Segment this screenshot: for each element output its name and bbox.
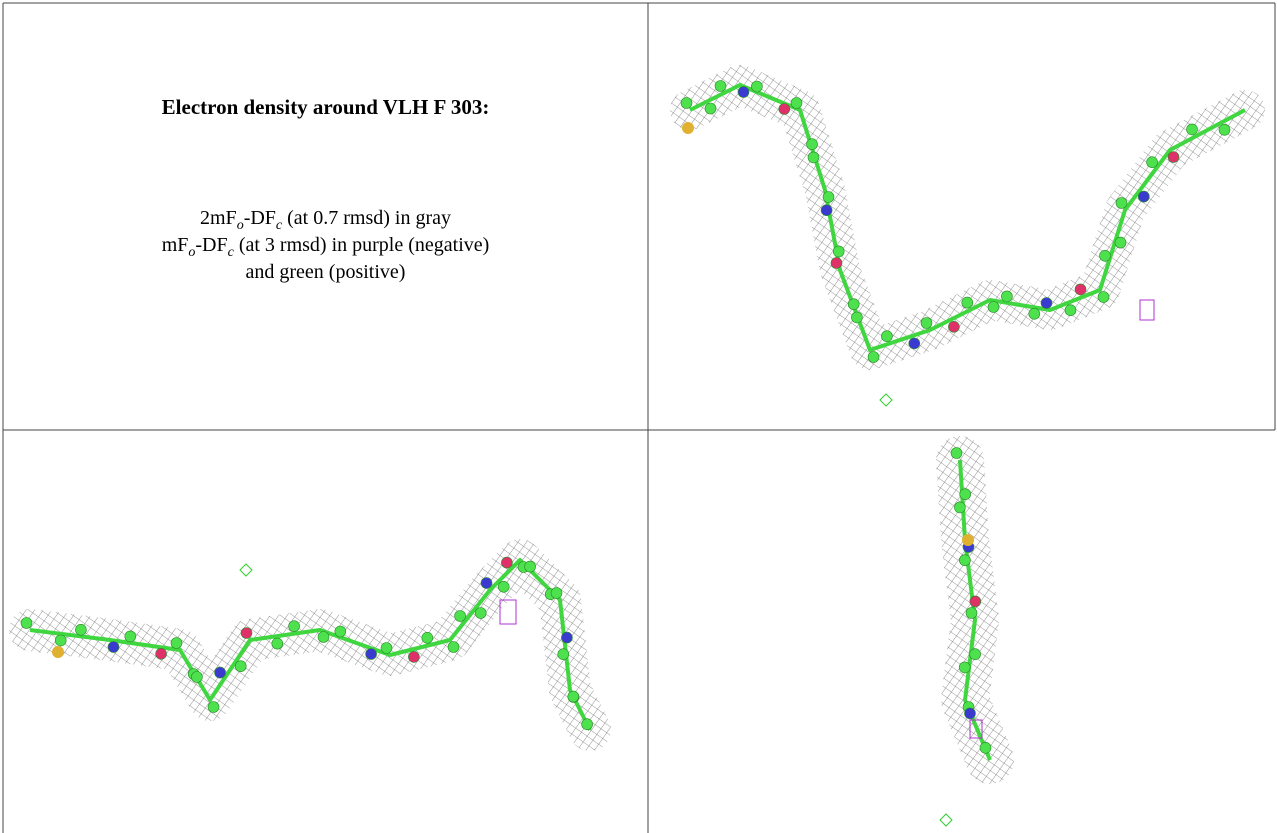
difference-density xyxy=(1140,300,1154,320)
atom xyxy=(582,719,593,730)
atom xyxy=(738,87,749,98)
text: mF xyxy=(162,234,189,256)
atom xyxy=(960,489,971,500)
subscript: o xyxy=(237,218,244,233)
atom xyxy=(959,662,970,673)
atom xyxy=(75,624,86,635)
caption-line: 2mFo-DFc (at 0.7 rmsd) in gray xyxy=(3,207,648,234)
atom xyxy=(289,621,300,632)
atom xyxy=(318,632,329,643)
atom xyxy=(1001,291,1012,302)
atom xyxy=(215,667,226,678)
atom xyxy=(55,635,66,646)
legend-title: Electron density around VLH F 303: xyxy=(3,95,648,120)
atom xyxy=(241,628,252,639)
atom xyxy=(980,742,991,753)
caption-line: and green (positive) xyxy=(3,261,648,284)
atom xyxy=(921,318,932,329)
atom xyxy=(558,649,569,660)
atom xyxy=(551,588,562,599)
atom xyxy=(1138,191,1149,202)
atom xyxy=(455,611,466,622)
atom xyxy=(272,638,283,649)
atom xyxy=(422,632,433,643)
atom xyxy=(208,702,219,713)
atom xyxy=(1041,298,1052,309)
atom xyxy=(951,448,962,459)
atom xyxy=(366,649,377,660)
atom xyxy=(481,578,492,589)
text: (at 3 rmsd) in purple (negative) xyxy=(234,234,489,256)
atom xyxy=(808,152,819,163)
atom xyxy=(235,661,246,672)
atom xyxy=(561,632,572,643)
atom xyxy=(831,258,842,269)
atom xyxy=(959,555,970,566)
text: (at 0.7 rmsd) in gray xyxy=(282,207,451,229)
atom xyxy=(751,81,762,92)
atom xyxy=(1100,250,1111,261)
atom xyxy=(970,596,981,607)
atom xyxy=(1219,124,1230,135)
atom xyxy=(191,672,202,683)
atom xyxy=(335,626,346,637)
atom xyxy=(1065,305,1076,316)
text: -DF xyxy=(195,234,227,256)
atom xyxy=(705,103,716,114)
atom xyxy=(408,651,419,662)
atom xyxy=(965,708,976,719)
atom xyxy=(21,618,32,629)
atom xyxy=(948,321,959,332)
atom xyxy=(156,648,167,659)
atom xyxy=(715,81,726,92)
difference-density xyxy=(880,394,892,406)
atom xyxy=(1075,284,1086,295)
atom xyxy=(568,691,579,702)
atom xyxy=(1147,157,1158,168)
atom xyxy=(868,352,879,363)
atom xyxy=(682,122,694,134)
difference-density xyxy=(940,814,952,826)
atom xyxy=(791,98,802,109)
legend-cell: Electron density around VLH F 303: 2mFo-… xyxy=(3,3,648,430)
atom xyxy=(970,649,981,660)
atom xyxy=(962,297,973,308)
atom xyxy=(381,643,392,654)
atom xyxy=(881,331,892,342)
atom xyxy=(681,98,692,109)
atom xyxy=(1098,292,1109,303)
atom xyxy=(448,642,459,653)
atom xyxy=(954,502,965,513)
difference-density xyxy=(240,564,252,576)
atom xyxy=(848,299,859,310)
atom xyxy=(52,646,64,658)
atom xyxy=(1029,308,1040,319)
page: Electron density around VLH F 303: 2mFo-… xyxy=(0,0,1277,833)
atom xyxy=(1115,237,1126,248)
atom xyxy=(988,302,999,313)
text: 2mF xyxy=(200,207,237,229)
atom xyxy=(498,581,509,592)
caption-line: mFo-DFc (at 3 rmsd) in purple (negative) xyxy=(3,234,648,261)
atom xyxy=(1187,124,1198,135)
atom xyxy=(1116,198,1127,209)
atom xyxy=(525,561,536,572)
atom xyxy=(823,192,834,203)
atom xyxy=(851,312,862,323)
atom xyxy=(966,608,977,619)
atom xyxy=(833,246,844,257)
atom xyxy=(475,608,486,619)
atom xyxy=(501,557,512,568)
atom xyxy=(125,631,136,642)
bond xyxy=(690,85,1245,350)
atom xyxy=(779,104,790,115)
atom xyxy=(807,139,818,150)
atom xyxy=(108,642,119,653)
atom xyxy=(171,638,182,649)
atom xyxy=(962,534,974,546)
text: -DF xyxy=(244,207,276,229)
atom xyxy=(909,338,920,349)
atom xyxy=(1168,152,1179,163)
atom xyxy=(821,205,832,216)
